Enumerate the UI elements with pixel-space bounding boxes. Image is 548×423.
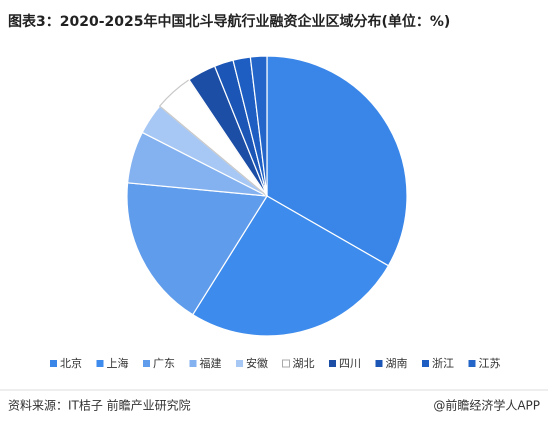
legend-swatch xyxy=(143,360,150,367)
legend-label: 湖南 xyxy=(386,357,408,370)
pie-slice xyxy=(266,55,408,267)
source: 资料来源：IT桔子 前瞻产业研究院 xyxy=(8,398,191,413)
legend-label: 湖北 xyxy=(293,357,315,370)
legend-swatch xyxy=(189,360,197,367)
legend-label: 福建 xyxy=(200,356,222,370)
legend-label: 四川 xyxy=(339,357,361,370)
legend-label: 广东 xyxy=(153,357,175,370)
pie-slice xyxy=(191,195,390,337)
credit: @前瞻经济学人APP xyxy=(433,398,540,413)
legend-swatch xyxy=(236,360,243,367)
legend-label: 上海 xyxy=(107,356,129,370)
pie-slice xyxy=(126,182,269,316)
legend-label: 江苏 xyxy=(479,357,501,370)
legend-label: 安徽 xyxy=(246,356,268,370)
legend-swatch xyxy=(50,360,57,367)
legend-swatch xyxy=(96,360,104,367)
legend: 北京 上海 广东 福建 安徽 湖北 四川 湖南 浙江 江苏 xyxy=(50,356,501,370)
legend-swatch xyxy=(329,360,336,367)
legend-label: 浙江 xyxy=(432,357,454,370)
pie-slice xyxy=(249,55,268,197)
legend-swatch xyxy=(375,360,383,367)
legend-swatch xyxy=(468,360,476,367)
legend-swatch xyxy=(282,359,290,368)
legend-swatch xyxy=(422,360,429,367)
pie xyxy=(126,55,408,337)
chart-title: 图表3：2020-2025年中国北斗导航行业融资企业区域分布(单位：%) xyxy=(8,13,450,30)
legend-label: 北京 xyxy=(60,356,82,370)
